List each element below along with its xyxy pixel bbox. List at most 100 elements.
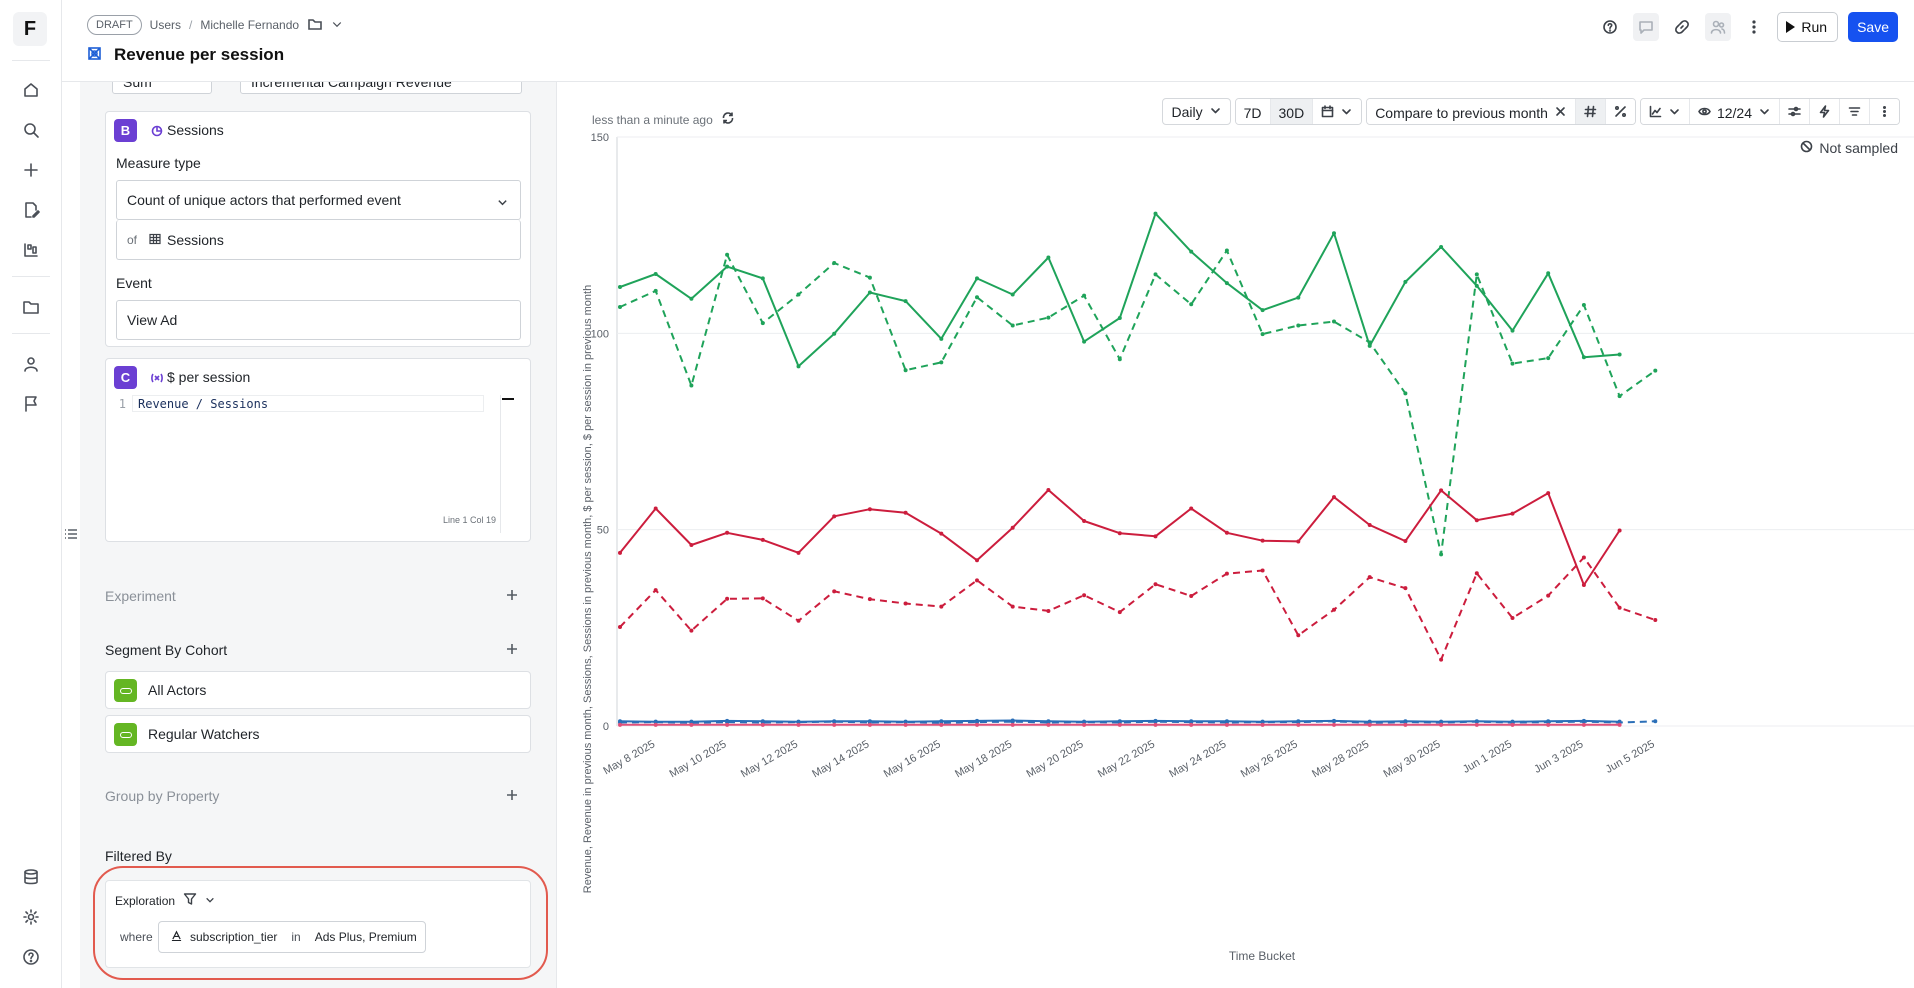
data-point[interactable] bbox=[760, 596, 765, 601]
compare-select[interactable]: Compare to previous month bbox=[1367, 99, 1576, 124]
data-point[interactable] bbox=[1403, 391, 1408, 396]
data-point[interactable] bbox=[867, 507, 872, 512]
more-vertical-icon[interactable] bbox=[1741, 13, 1767, 41]
data-point[interactable] bbox=[1367, 722, 1372, 727]
data-point[interactable] bbox=[1224, 281, 1229, 286]
data-point[interactable] bbox=[653, 588, 658, 593]
data-point[interactable] bbox=[1403, 722, 1408, 727]
sort-button[interactable] bbox=[1840, 99, 1870, 124]
data-point[interactable] bbox=[760, 722, 765, 727]
data-point[interactable] bbox=[1010, 722, 1015, 727]
data-point[interactable] bbox=[1332, 722, 1336, 727]
data-point[interactable] bbox=[1117, 722, 1122, 727]
data-point[interactable] bbox=[1332, 231, 1336, 236]
plus-icon[interactable] bbox=[19, 158, 43, 182]
search-icon[interactable] bbox=[19, 118, 43, 142]
data-point[interactable] bbox=[1082, 293, 1087, 298]
data-point[interactable] bbox=[1474, 571, 1479, 576]
home-icon[interactable] bbox=[19, 78, 43, 102]
data-point[interactable] bbox=[1439, 244, 1444, 249]
data-point[interactable] bbox=[1260, 720, 1265, 725]
data-point[interactable] bbox=[1474, 518, 1479, 523]
series-path[interactable] bbox=[619, 489, 1621, 586]
filter-scope-select[interactable]: Exploration bbox=[115, 892, 215, 909]
data-point[interactable] bbox=[1581, 555, 1586, 560]
data-point[interactable] bbox=[939, 722, 944, 727]
data-point[interactable] bbox=[1296, 720, 1301, 725]
series-line[interactable] bbox=[618, 211, 1622, 369]
data-point[interactable] bbox=[832, 261, 837, 266]
cohort-item[interactable]: Regular Watchers bbox=[105, 715, 531, 753]
data-point[interactable] bbox=[618, 284, 622, 289]
add-experiment-button[interactable] bbox=[506, 588, 522, 604]
data-point[interactable] bbox=[1296, 295, 1301, 300]
data-point[interactable] bbox=[653, 722, 658, 727]
data-point[interactable] bbox=[1546, 271, 1551, 276]
data-point[interactable] bbox=[760, 276, 765, 281]
series-path[interactable] bbox=[619, 249, 1656, 556]
data-point[interactable] bbox=[1296, 323, 1301, 328]
aggregation-select[interactable]: Sum bbox=[112, 82, 212, 94]
app-logo[interactable]: F bbox=[13, 12, 47, 46]
data-point[interactable] bbox=[1046, 315, 1051, 320]
data-point[interactable] bbox=[1581, 583, 1586, 588]
data-point[interactable] bbox=[1510, 616, 1515, 621]
data-point[interactable] bbox=[1510, 361, 1515, 366]
data-point[interactable] bbox=[832, 589, 837, 594]
data-point[interactable] bbox=[796, 618, 801, 623]
data-point[interactable] bbox=[689, 628, 694, 633]
data-point[interactable] bbox=[618, 305, 622, 310]
calendar-button[interactable] bbox=[1313, 99, 1362, 124]
data-point[interactable] bbox=[1581, 719, 1586, 724]
data-point[interactable] bbox=[1474, 719, 1479, 724]
comment-icon[interactable] bbox=[1633, 13, 1660, 41]
help-icon[interactable] bbox=[1597, 13, 1623, 41]
database-icon[interactable] bbox=[19, 865, 43, 889]
data-point[interactable] bbox=[1546, 593, 1551, 598]
data-point[interactable] bbox=[1546, 722, 1551, 727]
breadcrumb-item[interactable]: Michelle Fernando bbox=[200, 18, 300, 32]
measure-name[interactable]: Sessions bbox=[167, 122, 224, 138]
data-point[interactable] bbox=[796, 292, 801, 297]
data-point[interactable] bbox=[1510, 511, 1515, 516]
data-point[interactable] bbox=[1367, 340, 1372, 345]
user-icon[interactable] bbox=[19, 352, 43, 376]
data-point[interactable] bbox=[1153, 719, 1158, 724]
data-point[interactable] bbox=[975, 276, 979, 281]
data-point[interactable] bbox=[1117, 531, 1122, 536]
data-point[interactable] bbox=[867, 722, 872, 727]
data-point[interactable] bbox=[975, 722, 979, 727]
range-30d-button[interactable]: 30D bbox=[1270, 99, 1314, 124]
data-point[interactable] bbox=[1010, 604, 1015, 609]
data-point[interactable] bbox=[1367, 575, 1372, 580]
data-point[interactable] bbox=[1117, 357, 1122, 362]
data-point[interactable] bbox=[1153, 582, 1158, 587]
data-point[interactable] bbox=[1224, 722, 1229, 727]
event-select[interactable]: View Ad bbox=[116, 300, 521, 340]
data-point[interactable] bbox=[1260, 332, 1265, 337]
series-path[interactable] bbox=[619, 556, 1656, 661]
data-point[interactable] bbox=[725, 252, 730, 257]
data-point[interactable] bbox=[1617, 352, 1622, 357]
series-path[interactable] bbox=[619, 212, 1620, 368]
data-point[interactable] bbox=[1260, 568, 1265, 573]
more-options-button[interactable] bbox=[1870, 99, 1899, 124]
data-point[interactable] bbox=[796, 550, 801, 555]
data-point[interactable] bbox=[1082, 519, 1087, 524]
share-users-icon[interactable] bbox=[1705, 13, 1732, 41]
page-title[interactable]: Revenue per session bbox=[114, 45, 285, 64]
help-icon[interactable] bbox=[19, 945, 43, 969]
data-point[interactable] bbox=[903, 601, 908, 606]
breadcrumb-item[interactable]: Users bbox=[149, 18, 182, 32]
refresh-icon[interactable] bbox=[721, 111, 735, 128]
data-point[interactable] bbox=[975, 720, 979, 725]
link-icon[interactable] bbox=[1669, 13, 1695, 41]
data-point[interactable] bbox=[832, 514, 837, 519]
data-point[interactable] bbox=[1153, 272, 1158, 277]
data-point[interactable] bbox=[1332, 495, 1336, 500]
cohort-item[interactable]: All Actors bbox=[105, 671, 531, 709]
data-point[interactable] bbox=[1082, 339, 1087, 344]
data-point[interactable] bbox=[796, 722, 801, 727]
data-point[interactable] bbox=[689, 296, 694, 301]
data-point[interactable] bbox=[1082, 593, 1087, 598]
